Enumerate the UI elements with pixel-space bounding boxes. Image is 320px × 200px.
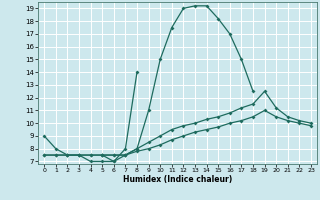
X-axis label: Humidex (Indice chaleur): Humidex (Indice chaleur) bbox=[123, 175, 232, 184]
